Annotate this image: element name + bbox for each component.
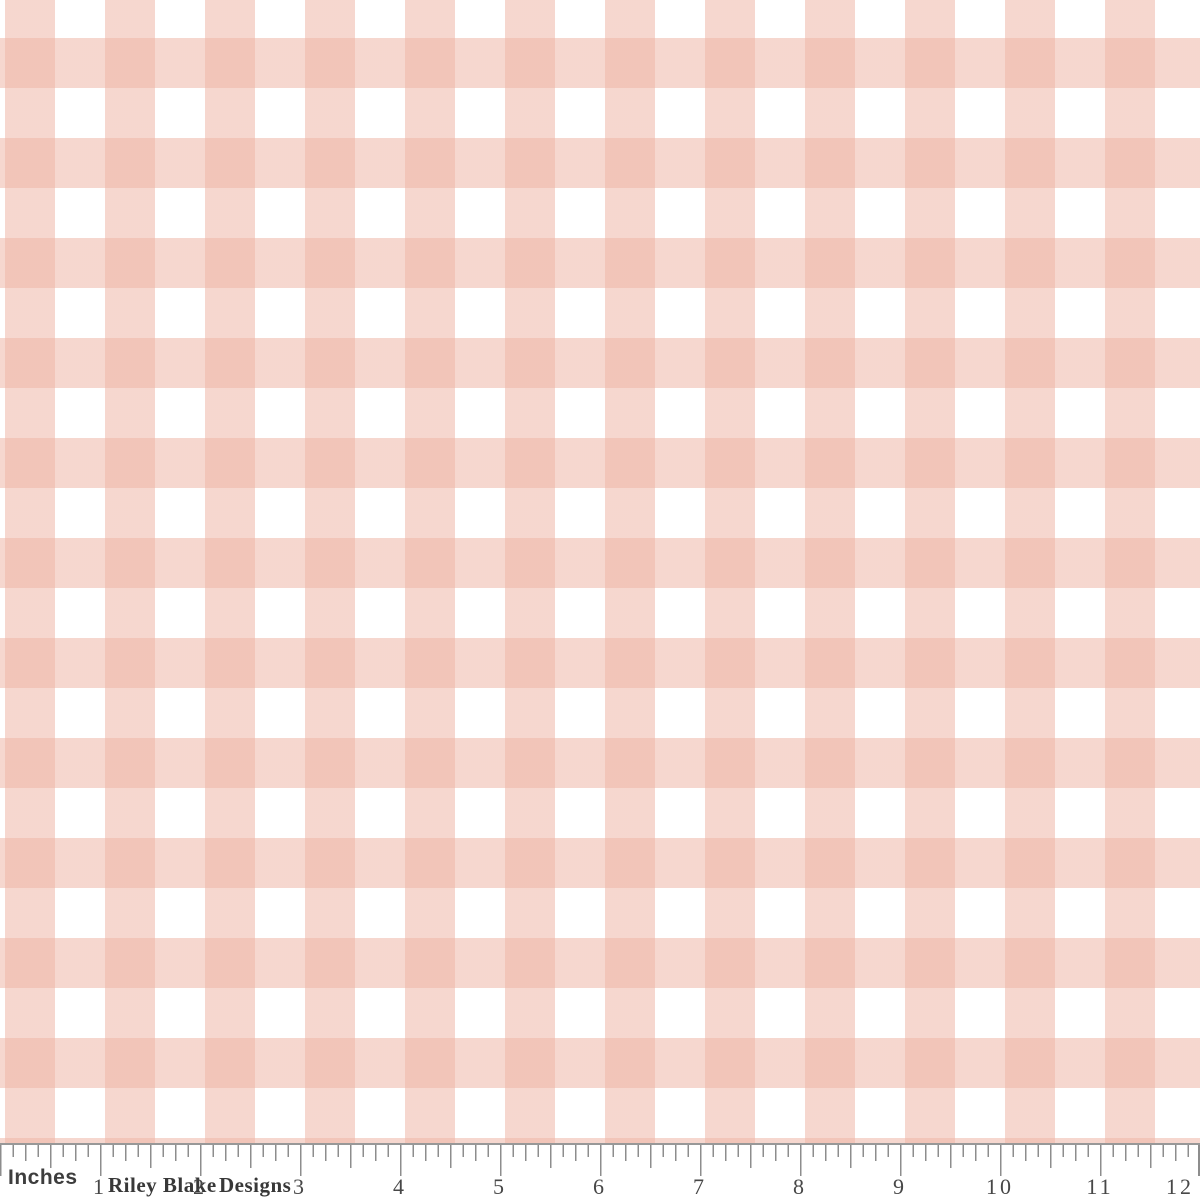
ruler-tick-right-edge — [1198, 1145, 1200, 1176]
ruler-number-5: 5 — [493, 1174, 507, 1199]
ruler-ticks-inch — [0, 1145, 1200, 1176]
ruler-number-2: 2 — [193, 1174, 207, 1199]
ruler-number-6: 6 — [593, 1174, 607, 1199]
ruler-number-10: 10 — [986, 1174, 1014, 1199]
ruler-number-9: 9 — [893, 1174, 907, 1199]
brand-text-riley-blake: Riley Blake — [108, 1173, 217, 1197]
ruler-number-1: 1 — [93, 1174, 107, 1199]
ruler-numbers: 1 2 3 4 5 6 7 8 9 10 11 12 — [0, 1143, 1200, 1200]
ruler-number-11: 11 — [1086, 1174, 1114, 1199]
ruler-edge-line — [0, 1143, 1200, 1145]
ruler-unit-label: Inches — [8, 1166, 78, 1189]
ruler-number-12: 12 — [1166, 1174, 1194, 1199]
brand-text-designs: Designs — [219, 1173, 292, 1197]
ruler-number-8: 8 — [793, 1174, 807, 1199]
gingham-fabric-pattern — [0, 0, 1200, 1143]
inch-ruler: Inches Riley Blake Designs 1 2 3 4 5 6 7 8 9 10 11… — [0, 1143, 1200, 1200]
ruler-number-3: 3 — [293, 1174, 307, 1199]
ruler-number-7: 7 — [693, 1174, 707, 1199]
ruler-number-4: 4 — [393, 1174, 407, 1199]
